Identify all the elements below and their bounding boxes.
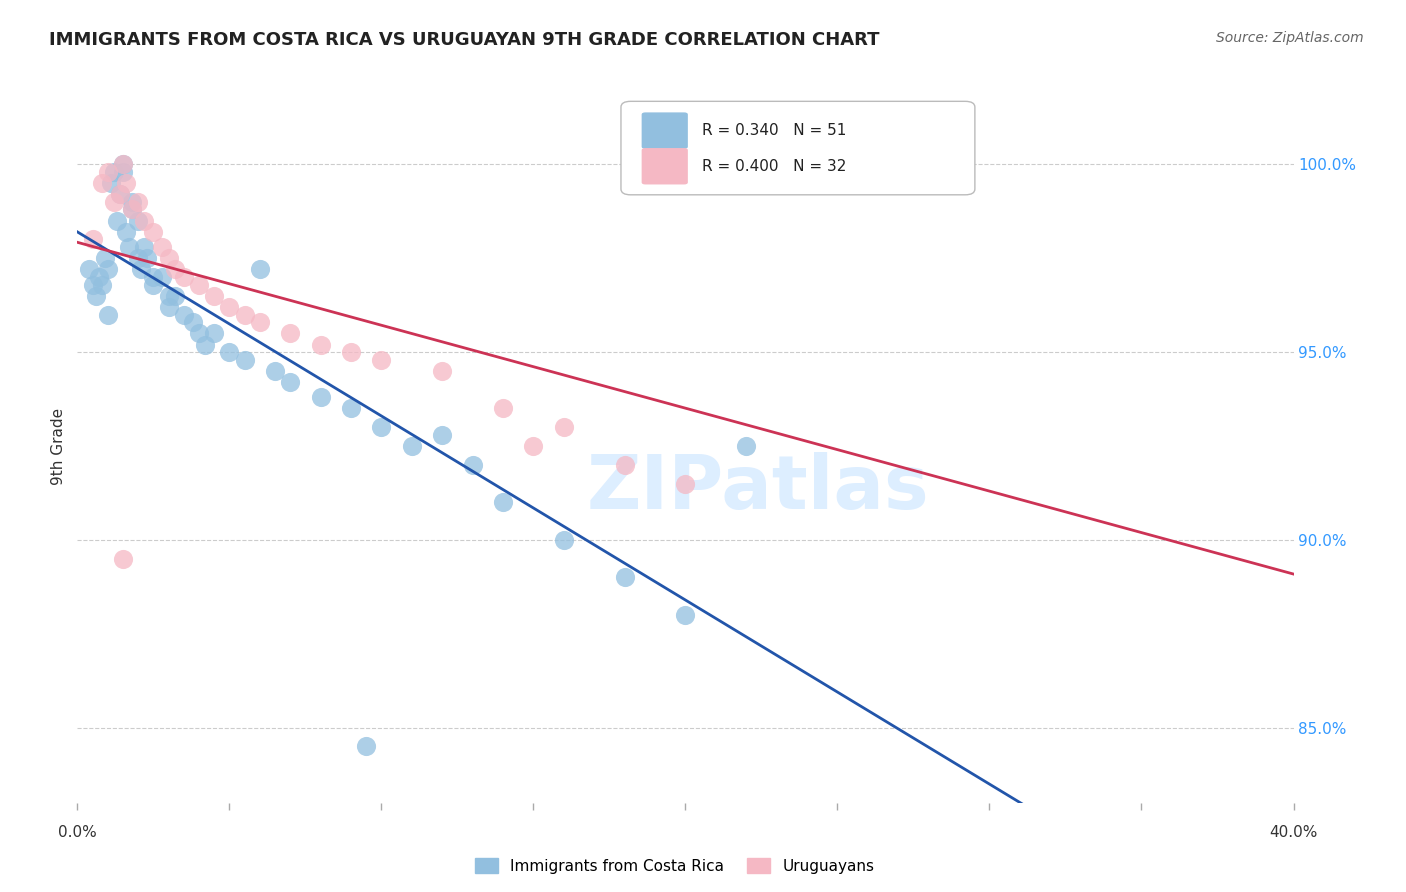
Point	[735, 439, 758, 453]
Point	[675, 476, 697, 491]
Point	[142, 270, 165, 285]
Point	[82, 232, 104, 246]
Point	[492, 401, 515, 416]
Point	[127, 251, 149, 265]
Point	[93, 251, 115, 265]
Text: IMMIGRANTS FROM COSTA RICA VS URUGUAYAN 9TH GRADE CORRELATION CHART: IMMIGRANTS FROM COSTA RICA VS URUGUAYAN …	[49, 31, 880, 49]
Point	[111, 157, 134, 171]
Legend: Immigrants from Costa Rica, Uruguayans: Immigrants from Costa Rica, Uruguayans	[470, 852, 880, 880]
Point	[105, 213, 128, 227]
Point	[613, 570, 636, 584]
Point	[233, 352, 256, 367]
Point	[188, 326, 211, 341]
Point	[157, 289, 180, 303]
Point	[142, 277, 165, 292]
Text: 40.0%: 40.0%	[1270, 825, 1317, 840]
Point	[264, 364, 287, 378]
Point	[111, 551, 134, 566]
Point	[152, 240, 174, 254]
Point	[492, 495, 515, 509]
Point	[136, 251, 159, 265]
Point	[142, 225, 165, 239]
FancyBboxPatch shape	[641, 112, 688, 149]
Point	[202, 326, 225, 341]
Point	[121, 202, 143, 217]
Text: R = 0.400   N = 32: R = 0.400 N = 32	[703, 159, 846, 174]
Point	[82, 277, 104, 292]
Point	[233, 308, 256, 322]
Text: Source: ZipAtlas.com: Source: ZipAtlas.com	[1216, 31, 1364, 45]
Point	[194, 337, 217, 351]
Point	[461, 458, 484, 472]
Point	[103, 194, 125, 209]
Point	[90, 176, 112, 190]
Point	[134, 240, 156, 254]
Point	[278, 375, 301, 389]
Point	[127, 213, 149, 227]
Point	[103, 165, 125, 179]
Point	[157, 300, 180, 314]
Point	[370, 352, 392, 367]
Point	[121, 194, 143, 209]
Point	[340, 345, 363, 359]
Point	[173, 270, 195, 285]
Point	[370, 420, 392, 434]
Point	[218, 345, 240, 359]
Point	[97, 308, 120, 322]
Point	[100, 176, 122, 190]
Point	[79, 262, 101, 277]
Point	[278, 326, 301, 341]
FancyBboxPatch shape	[641, 148, 688, 185]
Point	[218, 300, 240, 314]
Point	[97, 262, 120, 277]
Point	[309, 390, 332, 404]
Point	[354, 739, 377, 754]
Point	[163, 262, 186, 277]
Point	[163, 289, 186, 303]
Point	[613, 458, 636, 472]
Point	[309, 337, 332, 351]
Point	[118, 240, 141, 254]
Point	[181, 315, 204, 329]
Point	[84, 289, 107, 303]
Text: 0.0%: 0.0%	[58, 825, 97, 840]
Point	[152, 270, 174, 285]
Point	[127, 194, 149, 209]
Point	[173, 308, 195, 322]
Point	[249, 315, 271, 329]
Point	[432, 364, 454, 378]
Point	[401, 439, 423, 453]
FancyBboxPatch shape	[621, 102, 974, 194]
Point	[157, 251, 180, 265]
Point	[134, 213, 156, 227]
Text: R = 0.340   N = 51: R = 0.340 N = 51	[703, 123, 846, 138]
Point	[340, 401, 363, 416]
Point	[115, 176, 138, 190]
Point	[249, 262, 271, 277]
Point	[432, 427, 454, 442]
Point	[202, 289, 225, 303]
Point	[108, 187, 131, 202]
Point	[188, 277, 211, 292]
Text: ZIPatlas: ZIPatlas	[588, 452, 929, 525]
Point	[97, 165, 120, 179]
Point	[553, 420, 575, 434]
Point	[553, 533, 575, 547]
Point	[87, 270, 110, 285]
Point	[115, 225, 138, 239]
Y-axis label: 9th Grade: 9th Grade	[51, 408, 66, 484]
Point	[111, 165, 134, 179]
Point	[90, 277, 112, 292]
Point	[522, 439, 544, 453]
Point	[108, 187, 131, 202]
Point	[827, 157, 849, 171]
Point	[129, 262, 152, 277]
Point	[121, 202, 143, 217]
Point	[111, 157, 134, 171]
Point	[675, 607, 697, 622]
